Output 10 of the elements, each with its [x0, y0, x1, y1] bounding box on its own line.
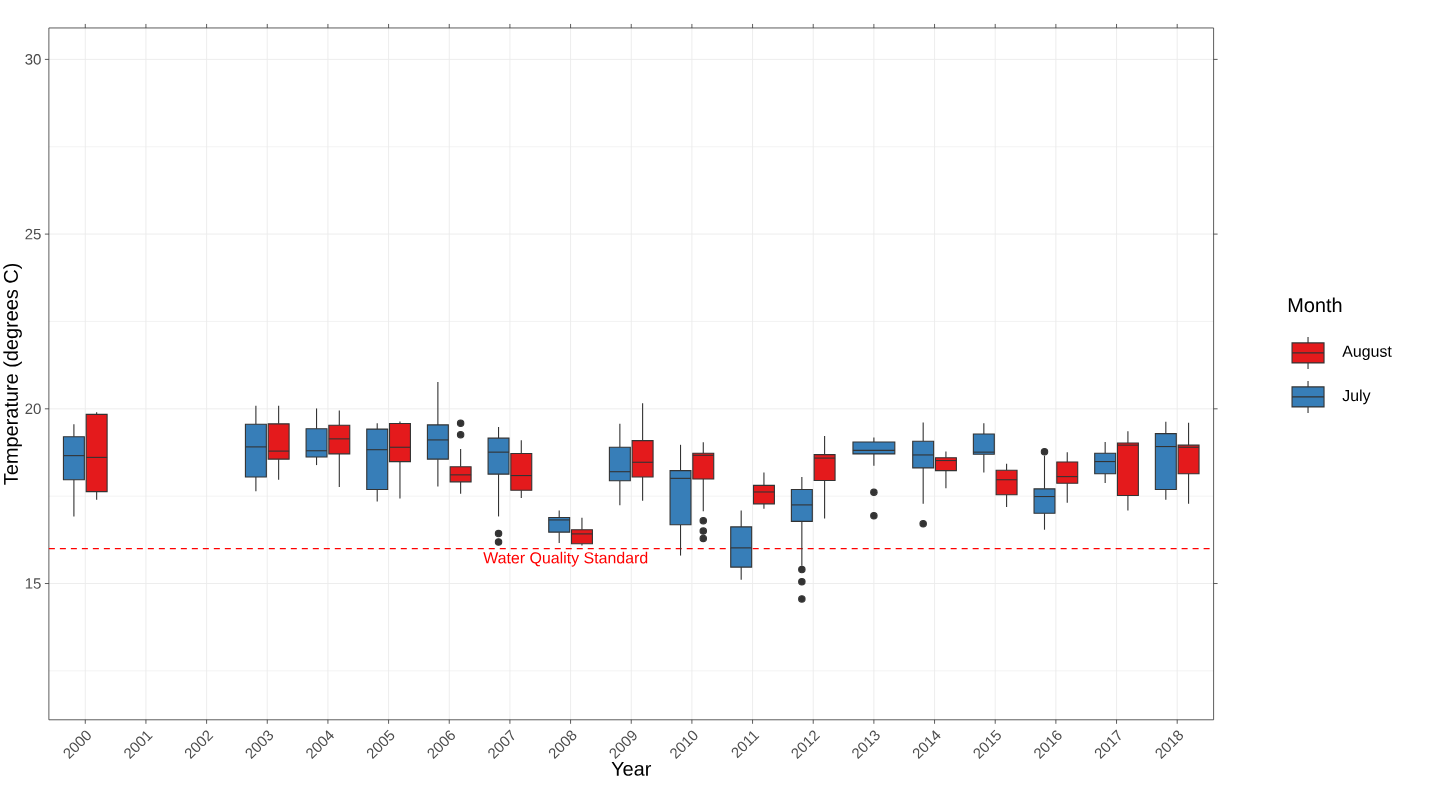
ref-line-label: Water Quality Standard — [483, 551, 648, 567]
y-tick-label: 30 — [25, 54, 41, 65]
y-tick-label: 20 — [25, 403, 41, 415]
legend-label: August — [1342, 345, 1392, 361]
y-axis-title: Temperature (degrees C) — [3, 263, 22, 485]
x-axis-title: Year — [611, 762, 652, 776]
legend-label: July — [1342, 389, 1371, 405]
y-tick-label: 15 — [25, 578, 41, 589]
y-tick-label: 25 — [25, 228, 41, 240]
legend-title: Month — [1288, 297, 1342, 313]
